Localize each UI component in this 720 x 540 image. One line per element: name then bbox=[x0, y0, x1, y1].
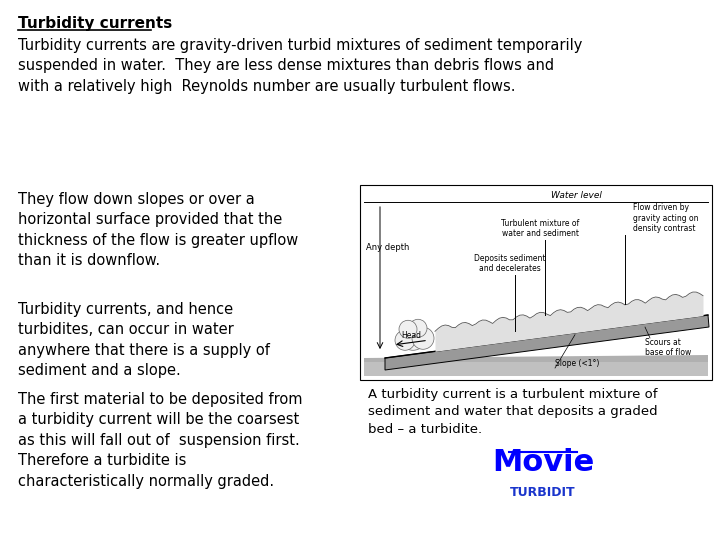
Text: Turbidity currents, and hence
turbidites, can occur in water
anywhere that there: Turbidity currents, and hence turbidites… bbox=[18, 302, 270, 378]
Text: Turbidity currents are gravity-driven turbid mixtures of sediment temporarily
su: Turbidity currents are gravity-driven tu… bbox=[18, 38, 582, 94]
Circle shape bbox=[395, 330, 415, 350]
Text: Water level: Water level bbox=[551, 191, 601, 200]
Text: A turbidity current is a turbulent mixture of
sediment and water that deposits a: A turbidity current is a turbulent mixtu… bbox=[368, 388, 657, 436]
Text: Slope (<1°): Slope (<1°) bbox=[555, 359, 599, 368]
Circle shape bbox=[399, 322, 427, 350]
Polygon shape bbox=[364, 362, 708, 376]
Text: Turbulent mixture of
water and sediment: Turbulent mixture of water and sediment bbox=[501, 219, 579, 238]
Text: Deposits sediment
and decelerates: Deposits sediment and decelerates bbox=[474, 254, 546, 273]
Text: Scours at
base of flow: Scours at base of flow bbox=[645, 338, 691, 357]
Text: Flow driven by
gravity acting on
density contrast: Flow driven by gravity acting on density… bbox=[633, 203, 698, 233]
Circle shape bbox=[409, 319, 427, 338]
Circle shape bbox=[412, 327, 434, 349]
Text: TURBIDIT: TURBIDIT bbox=[510, 486, 576, 499]
Text: The first material to be deposited from
a turbidity current will be the coarsest: The first material to be deposited from … bbox=[18, 392, 302, 489]
Polygon shape bbox=[385, 315, 709, 370]
Text: They flow down slopes or over a
horizontal surface provided that the
thickness o: They flow down slopes or over a horizont… bbox=[18, 192, 298, 268]
Polygon shape bbox=[364, 355, 708, 376]
Text: Turbidity currents: Turbidity currents bbox=[18, 16, 172, 31]
Text: Movie: Movie bbox=[492, 448, 594, 477]
Circle shape bbox=[399, 320, 417, 338]
Bar bbox=[360, 185, 712, 380]
Text: Head: Head bbox=[401, 331, 421, 340]
Text: Any depth: Any depth bbox=[366, 243, 410, 252]
